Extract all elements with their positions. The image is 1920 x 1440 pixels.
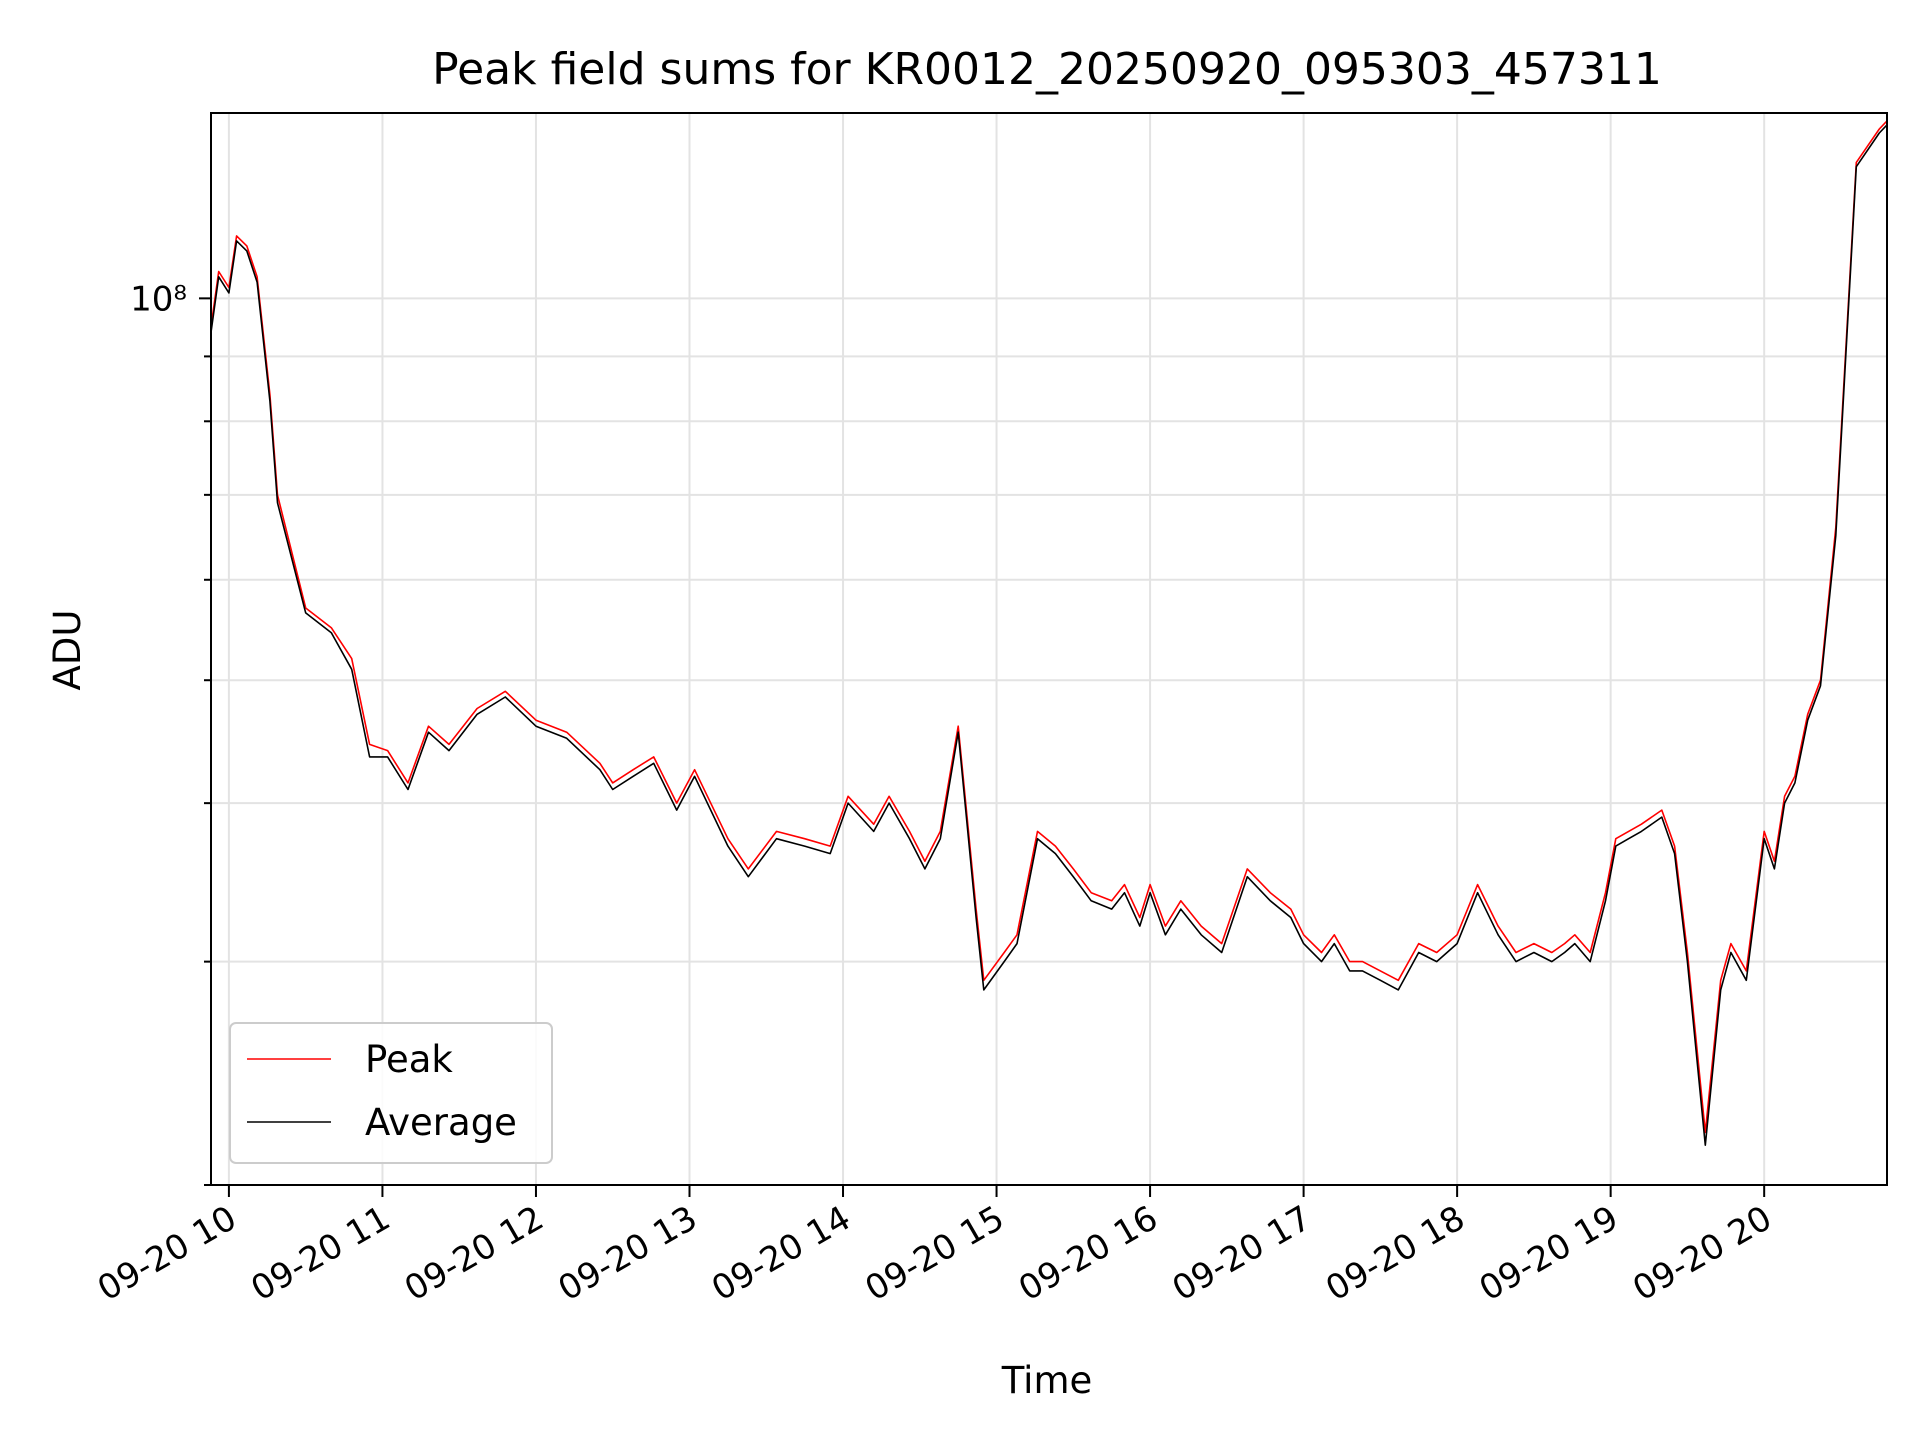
y-axis: 10⁸ [130,279,211,1186]
plot-frame [210,112,1888,1186]
series-line-peak [211,120,1887,1134]
y-axis-label: ADU [46,610,89,691]
series-layer [211,120,1887,1146]
legend-label-peak: Peak [365,1038,453,1081]
legend: Peak Average [229,1022,553,1164]
series-line-average [211,124,1887,1146]
x-axis-label: Time [1001,1359,1093,1402]
grid [211,113,1887,1186]
legend-box [229,1022,553,1164]
chart-title: Peak field sums for KR0012_20250920_0953… [432,44,1662,95]
y-tick-label: 10⁸ [130,279,187,319]
legend-label-average: Average [365,1101,517,1144]
